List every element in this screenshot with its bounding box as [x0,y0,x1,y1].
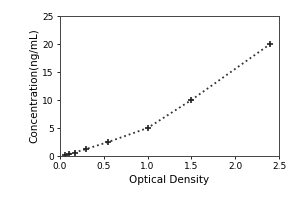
X-axis label: Optical Density: Optical Density [129,175,210,185]
Y-axis label: Concentration(ng/mL): Concentration(ng/mL) [29,29,40,143]
